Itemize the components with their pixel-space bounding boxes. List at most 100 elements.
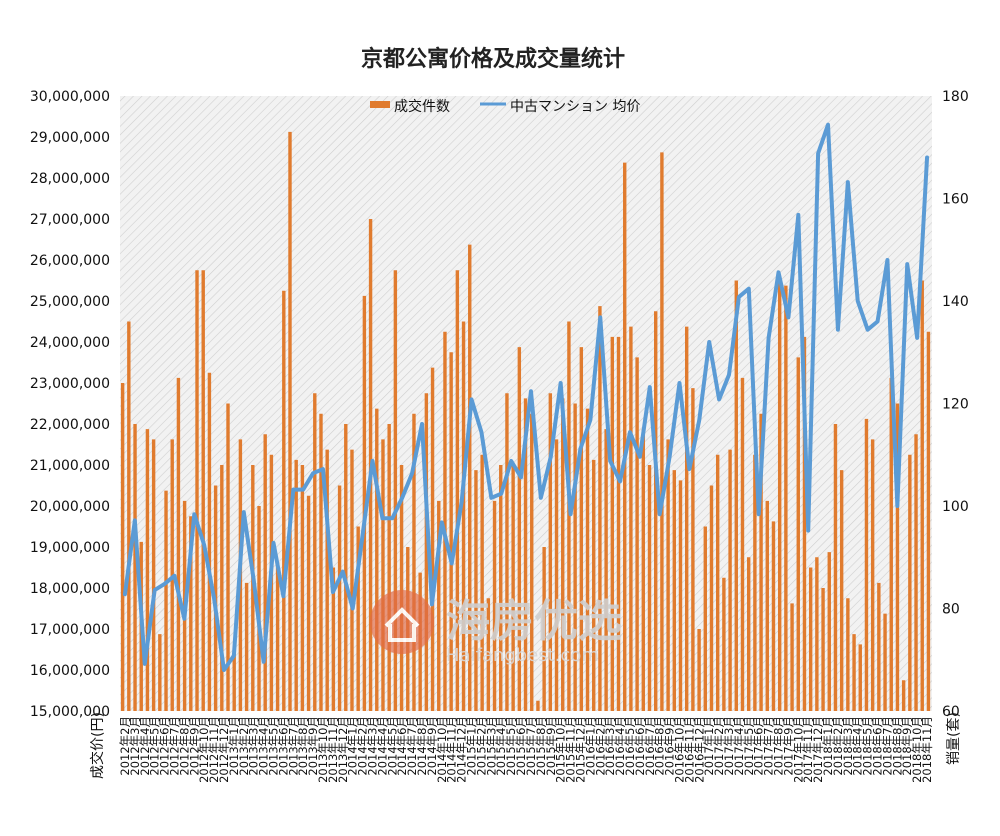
volume-bar bbox=[530, 413, 534, 711]
y2-tick-label: 80 bbox=[942, 602, 960, 618]
volume-bar bbox=[864, 418, 869, 712]
x-tick-label: 2013年12月 bbox=[336, 716, 350, 783]
volume-bar bbox=[399, 465, 404, 711]
x-tick-label: 2015年9月 bbox=[544, 716, 558, 776]
volume-bar bbox=[325, 449, 329, 712]
x-tick-label: 2015年1月 bbox=[465, 716, 479, 776]
x-tick-label: 2015年12月 bbox=[573, 716, 587, 783]
volume-bar bbox=[703, 526, 707, 711]
price-series-line bbox=[122, 122, 930, 672]
legend: 成交件数 中古マンション 均价 bbox=[370, 98, 640, 115]
x-tick-label: 2013年6月 bbox=[276, 716, 290, 776]
x-tick-label: 2017年9月 bbox=[781, 716, 795, 776]
x-tick-label: 2017年6月 bbox=[752, 716, 766, 776]
y1-tick-label: 26,000,000 bbox=[30, 253, 110, 269]
x-tick-label: 2013年9月 bbox=[306, 716, 320, 776]
x-tick-label: 2014年4月 bbox=[375, 716, 389, 776]
x-tick-label: 2012年12月 bbox=[217, 716, 231, 783]
x-tick-label: 2016年4月 bbox=[613, 716, 627, 776]
y2-tick-label: 60 bbox=[942, 704, 960, 720]
x-tick-label: 2018年5月 bbox=[861, 716, 875, 776]
x-tick-label: 2018年6月 bbox=[871, 716, 885, 776]
volume-bar bbox=[722, 577, 726, 711]
y2-tick-label: 160 bbox=[942, 192, 969, 208]
volume-bar bbox=[734, 280, 738, 711]
x-tick-label: 2018年9月 bbox=[900, 716, 914, 776]
x-tick-label: 2014年9月 bbox=[425, 716, 439, 776]
volume-bar bbox=[517, 347, 522, 712]
y1-tick-labels: 15,000,000 16,000,000 17,000,000 18,000,000… bbox=[30, 89, 110, 720]
x-tick-label: 2013年11月 bbox=[326, 716, 340, 783]
x-tick-label: 2016年9月 bbox=[663, 716, 677, 776]
volume-bar bbox=[554, 439, 559, 712]
legend-bar-label: 成交件数 bbox=[394, 98, 450, 115]
x-tick-label: 2012年4月 bbox=[138, 716, 152, 776]
volume-bar bbox=[858, 644, 862, 712]
x-tick-label: 2017年8月 bbox=[772, 716, 786, 776]
watermark-text-en: Haifangbest.com bbox=[446, 645, 599, 666]
volume-bar bbox=[375, 408, 379, 712]
watermark-logo-icon bbox=[370, 590, 434, 654]
volume-bar bbox=[914, 434, 918, 711]
y1-tick-label: 18,000,000 bbox=[30, 581, 110, 597]
x-tick-label: 2016年7月 bbox=[643, 716, 657, 776]
volume-bar bbox=[598, 306, 602, 712]
volume-bar bbox=[691, 388, 695, 712]
volume-bar bbox=[796, 357, 800, 712]
volume-bar bbox=[536, 700, 540, 711]
x-tick-label: 2016年1月 bbox=[583, 716, 597, 776]
x-tick-label: 2016年3月 bbox=[603, 716, 617, 776]
volume-bar bbox=[461, 321, 466, 711]
volume-bar bbox=[771, 521, 776, 712]
x-tick-label: 2012年8月 bbox=[177, 716, 191, 776]
volume-bar bbox=[226, 403, 230, 711]
volume-bar bbox=[765, 500, 769, 712]
y1-tick-label: 15,000,000 bbox=[30, 704, 110, 720]
x-tick-label: 2015年8月 bbox=[534, 716, 548, 776]
volume-bar bbox=[567, 321, 571, 711]
x-tick-label: 2016年11月 bbox=[682, 716, 696, 783]
x-tick-label: 2015年10月 bbox=[554, 716, 568, 783]
y2-tick-label: 120 bbox=[942, 397, 969, 413]
x-tick-label: 2016年8月 bbox=[653, 716, 667, 776]
x-tick-label: 2017年5月 bbox=[742, 716, 756, 776]
volume-bar bbox=[808, 567, 813, 711]
volume-bar bbox=[846, 598, 850, 711]
volume-bar bbox=[678, 480, 683, 712]
volume-bar bbox=[164, 490, 168, 712]
y1-tick-label: 30,000,000 bbox=[30, 89, 110, 105]
volume-bar bbox=[474, 470, 478, 712]
volume-bar bbox=[282, 290, 286, 711]
volume-bar bbox=[207, 372, 212, 711]
x-tick-label: 2018年7月 bbox=[880, 716, 894, 776]
volume-bar bbox=[790, 603, 794, 712]
x-tick-label: 2014年10月 bbox=[435, 716, 449, 783]
x-tick-label: 2012年7月 bbox=[167, 716, 181, 776]
y1-axis-label: 成交价(円) bbox=[89, 712, 106, 779]
x-tick-label: 2017年1月 bbox=[702, 716, 716, 776]
volume-bar bbox=[244, 582, 249, 712]
volume-bar bbox=[784, 285, 788, 712]
x-tick-label: 2013年4月 bbox=[257, 716, 271, 776]
volume-bar bbox=[870, 439, 875, 712]
x-tick-label: 2014年2月 bbox=[356, 716, 370, 776]
y2-tick-label: 180 bbox=[942, 89, 969, 105]
volume-bar bbox=[288, 131, 292, 712]
volume-bar bbox=[920, 280, 924, 711]
volume-bar bbox=[468, 244, 472, 712]
y1-tick-label: 16,000,000 bbox=[30, 663, 110, 679]
volume-bar bbox=[300, 465, 305, 711]
volume-bar bbox=[759, 413, 763, 711]
volume-bar bbox=[151, 439, 156, 712]
volume-bar bbox=[641, 429, 646, 712]
volume-bar bbox=[133, 424, 137, 711]
x-tick-label: 2015年2月 bbox=[474, 716, 488, 776]
volume-bar bbox=[306, 495, 311, 711]
volume-bar bbox=[827, 552, 831, 712]
volume-bar bbox=[629, 326, 633, 712]
volume-bar bbox=[430, 367, 435, 712]
volume-bar bbox=[263, 434, 267, 711]
y2-axis-label: 销量(套) bbox=[946, 712, 962, 765]
volume-bar bbox=[120, 383, 125, 711]
volume-bar bbox=[424, 393, 429, 711]
